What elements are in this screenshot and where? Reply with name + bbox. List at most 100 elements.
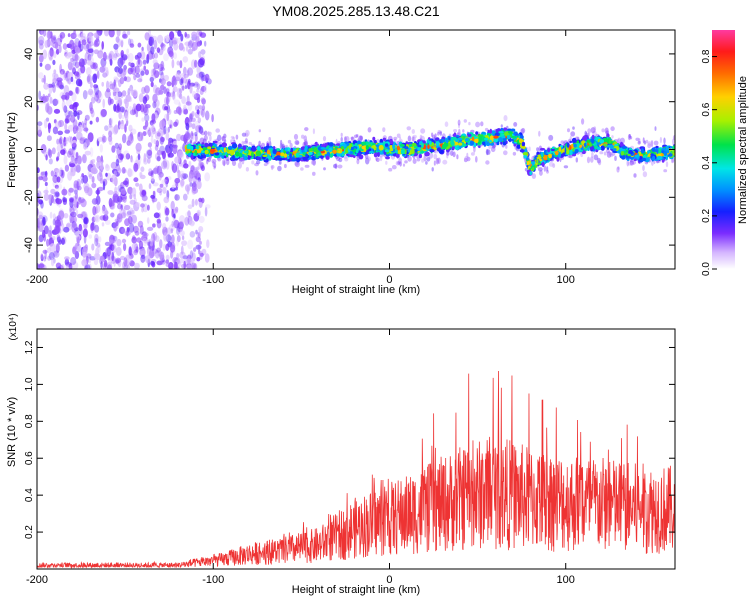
noise-cell: [89, 101, 93, 112]
signal-cell: [223, 155, 227, 159]
signal-cell: [510, 138, 515, 142]
noise-cell: [121, 167, 126, 174]
noise-cell: [199, 32, 207, 38]
noise-cell: [164, 176, 169, 185]
halo-cell: [593, 126, 597, 132]
noise-cell: [163, 232, 168, 242]
halo-cell: [411, 136, 415, 142]
halo-cell: [420, 128, 426, 134]
noise-cell: [162, 158, 167, 169]
noise-cell: [127, 167, 132, 178]
signal-cell: [591, 134, 595, 140]
noise-cell: [63, 85, 70, 95]
noise-cell: [171, 184, 175, 190]
noise-cell: [198, 226, 204, 233]
noise-cell: [179, 230, 185, 237]
signal-cell: [609, 144, 614, 150]
noise-cell: [91, 159, 96, 164]
noise-cell: [150, 74, 157, 80]
halo-cell: [665, 161, 669, 168]
noise-cell: [157, 173, 163, 179]
colorbar-scale: [712, 30, 735, 269]
halo-cell: [426, 157, 431, 162]
halo-cell: [590, 156, 594, 163]
noise-cell: [141, 189, 147, 196]
noise-cell: [55, 198, 63, 205]
noise-cell: [183, 66, 187, 76]
noise-cell: [123, 243, 127, 252]
noise-cell: [121, 228, 126, 234]
noise-cell: [131, 214, 138, 224]
noise-cell: [68, 90, 73, 96]
signal-cell: [355, 148, 359, 154]
halo-cell: [245, 167, 249, 172]
noise-cell: [52, 236, 56, 241]
signal-cell: [566, 143, 570, 148]
signal-cell: [613, 141, 618, 145]
halo-cell: [322, 136, 327, 142]
y-tick-label: 0.2: [24, 525, 35, 539]
signal-cell: [399, 143, 405, 147]
noise-cell: [182, 255, 188, 260]
halo-cell: [213, 162, 217, 169]
noise-cell: [165, 131, 170, 141]
signal-cell: [588, 142, 592, 145]
halo-cell: [395, 160, 400, 166]
noise-cell: [37, 121, 43, 127]
halo-cell: [365, 154, 369, 159]
noise-cell: [96, 172, 103, 182]
signal-cell: [256, 145, 261, 152]
noise-cell: [200, 49, 206, 55]
noise-cell: [147, 204, 150, 211]
noise-cell: [129, 193, 133, 200]
signal-cell: [547, 147, 551, 153]
halo-cell: [217, 134, 222, 142]
halo-cell: [672, 138, 675, 146]
noise-cell: [158, 63, 164, 72]
noise-cell: [57, 183, 63, 190]
noise-cell: [154, 235, 160, 243]
noise-cell: [44, 249, 47, 260]
noise-cell: [180, 245, 184, 255]
signal-cell: [581, 140, 586, 145]
halo-cell: [539, 170, 543, 176]
signal-cell: [224, 143, 227, 147]
halo-cell: [584, 130, 587, 137]
halo-cell: [213, 165, 216, 170]
noise-cell: [38, 199, 43, 205]
signal-cell: [378, 144, 384, 151]
halo-cell: [485, 148, 489, 156]
noise-cell: [172, 90, 176, 100]
noise-cell: [94, 224, 100, 233]
halo-cell: [581, 118, 585, 125]
signal-cell: [672, 149, 675, 154]
noise-cell: [135, 142, 142, 152]
noise-cell: [162, 46, 166, 51]
noise-cell: [204, 204, 211, 209]
signal-cell: [453, 141, 459, 146]
signal-cell: [429, 149, 435, 153]
noise-cell: [131, 243, 137, 251]
noise-cell: [189, 220, 195, 227]
signal-cell: [195, 146, 200, 150]
halo-cell: [238, 157, 244, 162]
noise-cell: [97, 136, 104, 142]
noise-cell: [93, 84, 97, 90]
halo-cell: [375, 157, 380, 162]
noise-cell: [96, 97, 100, 104]
noise-cell: [64, 72, 68, 79]
noise-cell: [57, 79, 63, 88]
noise-cell: [49, 96, 53, 104]
noise-cell: [116, 52, 120, 58]
noise-cell: [52, 72, 56, 78]
signal-cell: [295, 152, 300, 158]
halo-cell: [225, 157, 230, 161]
noise-cell: [39, 62, 43, 67]
noise-cell: [72, 149, 75, 160]
noise-cell: [43, 255, 47, 262]
halo-cell: [232, 136, 236, 142]
noise-cell: [160, 78, 166, 86]
noise-cell: [142, 232, 149, 238]
noise-cell: [67, 124, 74, 132]
noise-cell: [188, 173, 193, 183]
